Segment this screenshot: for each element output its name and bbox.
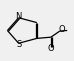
Text: N: N [15,12,21,21]
Text: O: O [58,25,65,34]
Text: S: S [16,40,22,49]
Text: O: O [48,44,55,53]
